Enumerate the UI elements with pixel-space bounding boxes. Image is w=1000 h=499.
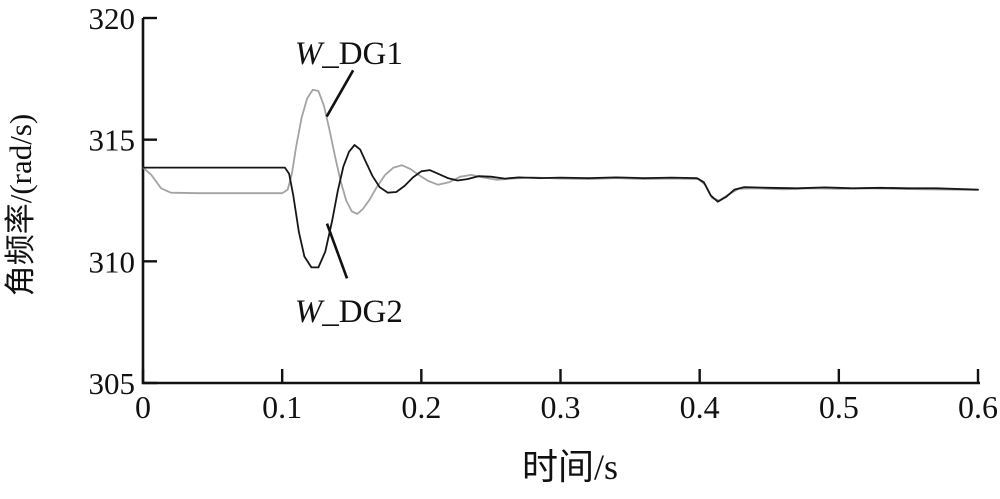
curve-W_DG2 [142, 144, 979, 269]
annotation-label-rest: _DG2 [321, 294, 403, 330]
x-axis-tick-labels: 0 0.1 0.2 0.3 0.4 0.5 0.6 [135, 389, 998, 425]
y-tick-label-320: 320 [89, 1, 136, 36]
x-axis-ticks [141, 369, 980, 383]
x-tick-label-0.1: 0.1 [262, 389, 302, 425]
y-tick-label-315: 315 [89, 123, 136, 158]
y-tick-label-305: 305 [89, 366, 136, 401]
curve-W_DG1 [142, 88, 979, 215]
x-tick-label-0: 0 [135, 389, 151, 425]
x-tick-label-0.4: 0.4 [680, 389, 720, 425]
y-axis-tick-labels: 305 310 315 320 [89, 1, 136, 401]
annotation-leader-W_DG2 [325, 223, 349, 279]
annotation-leader-W_DG1 [325, 69, 355, 118]
annotation-label-rest: _DG1 [321, 36, 403, 72]
annotation-label-W_DG1: W_DG1 [295, 36, 403, 72]
annotation-label-prefix: W [295, 294, 325, 330]
x-axis-title: 时间/s [522, 447, 618, 487]
axes-frame [141, 18, 980, 385]
x-tick-label-0.3: 0.3 [541, 389, 581, 425]
y-tick-label-310: 310 [89, 244, 136, 279]
y-axis-ticks [143, 16, 157, 385]
y-axis-title: 角频率/(rad/s) [3, 114, 38, 297]
x-tick-label-0.2: 0.2 [401, 389, 441, 425]
x-tick-label-0.5: 0.5 [819, 389, 859, 425]
x-tick-label-0.6: 0.6 [958, 389, 998, 425]
annotation-label-prefix: W [295, 36, 325, 72]
series-curves [142, 88, 979, 269]
annotation-label-W_DG2: W_DG2 [295, 294, 403, 330]
